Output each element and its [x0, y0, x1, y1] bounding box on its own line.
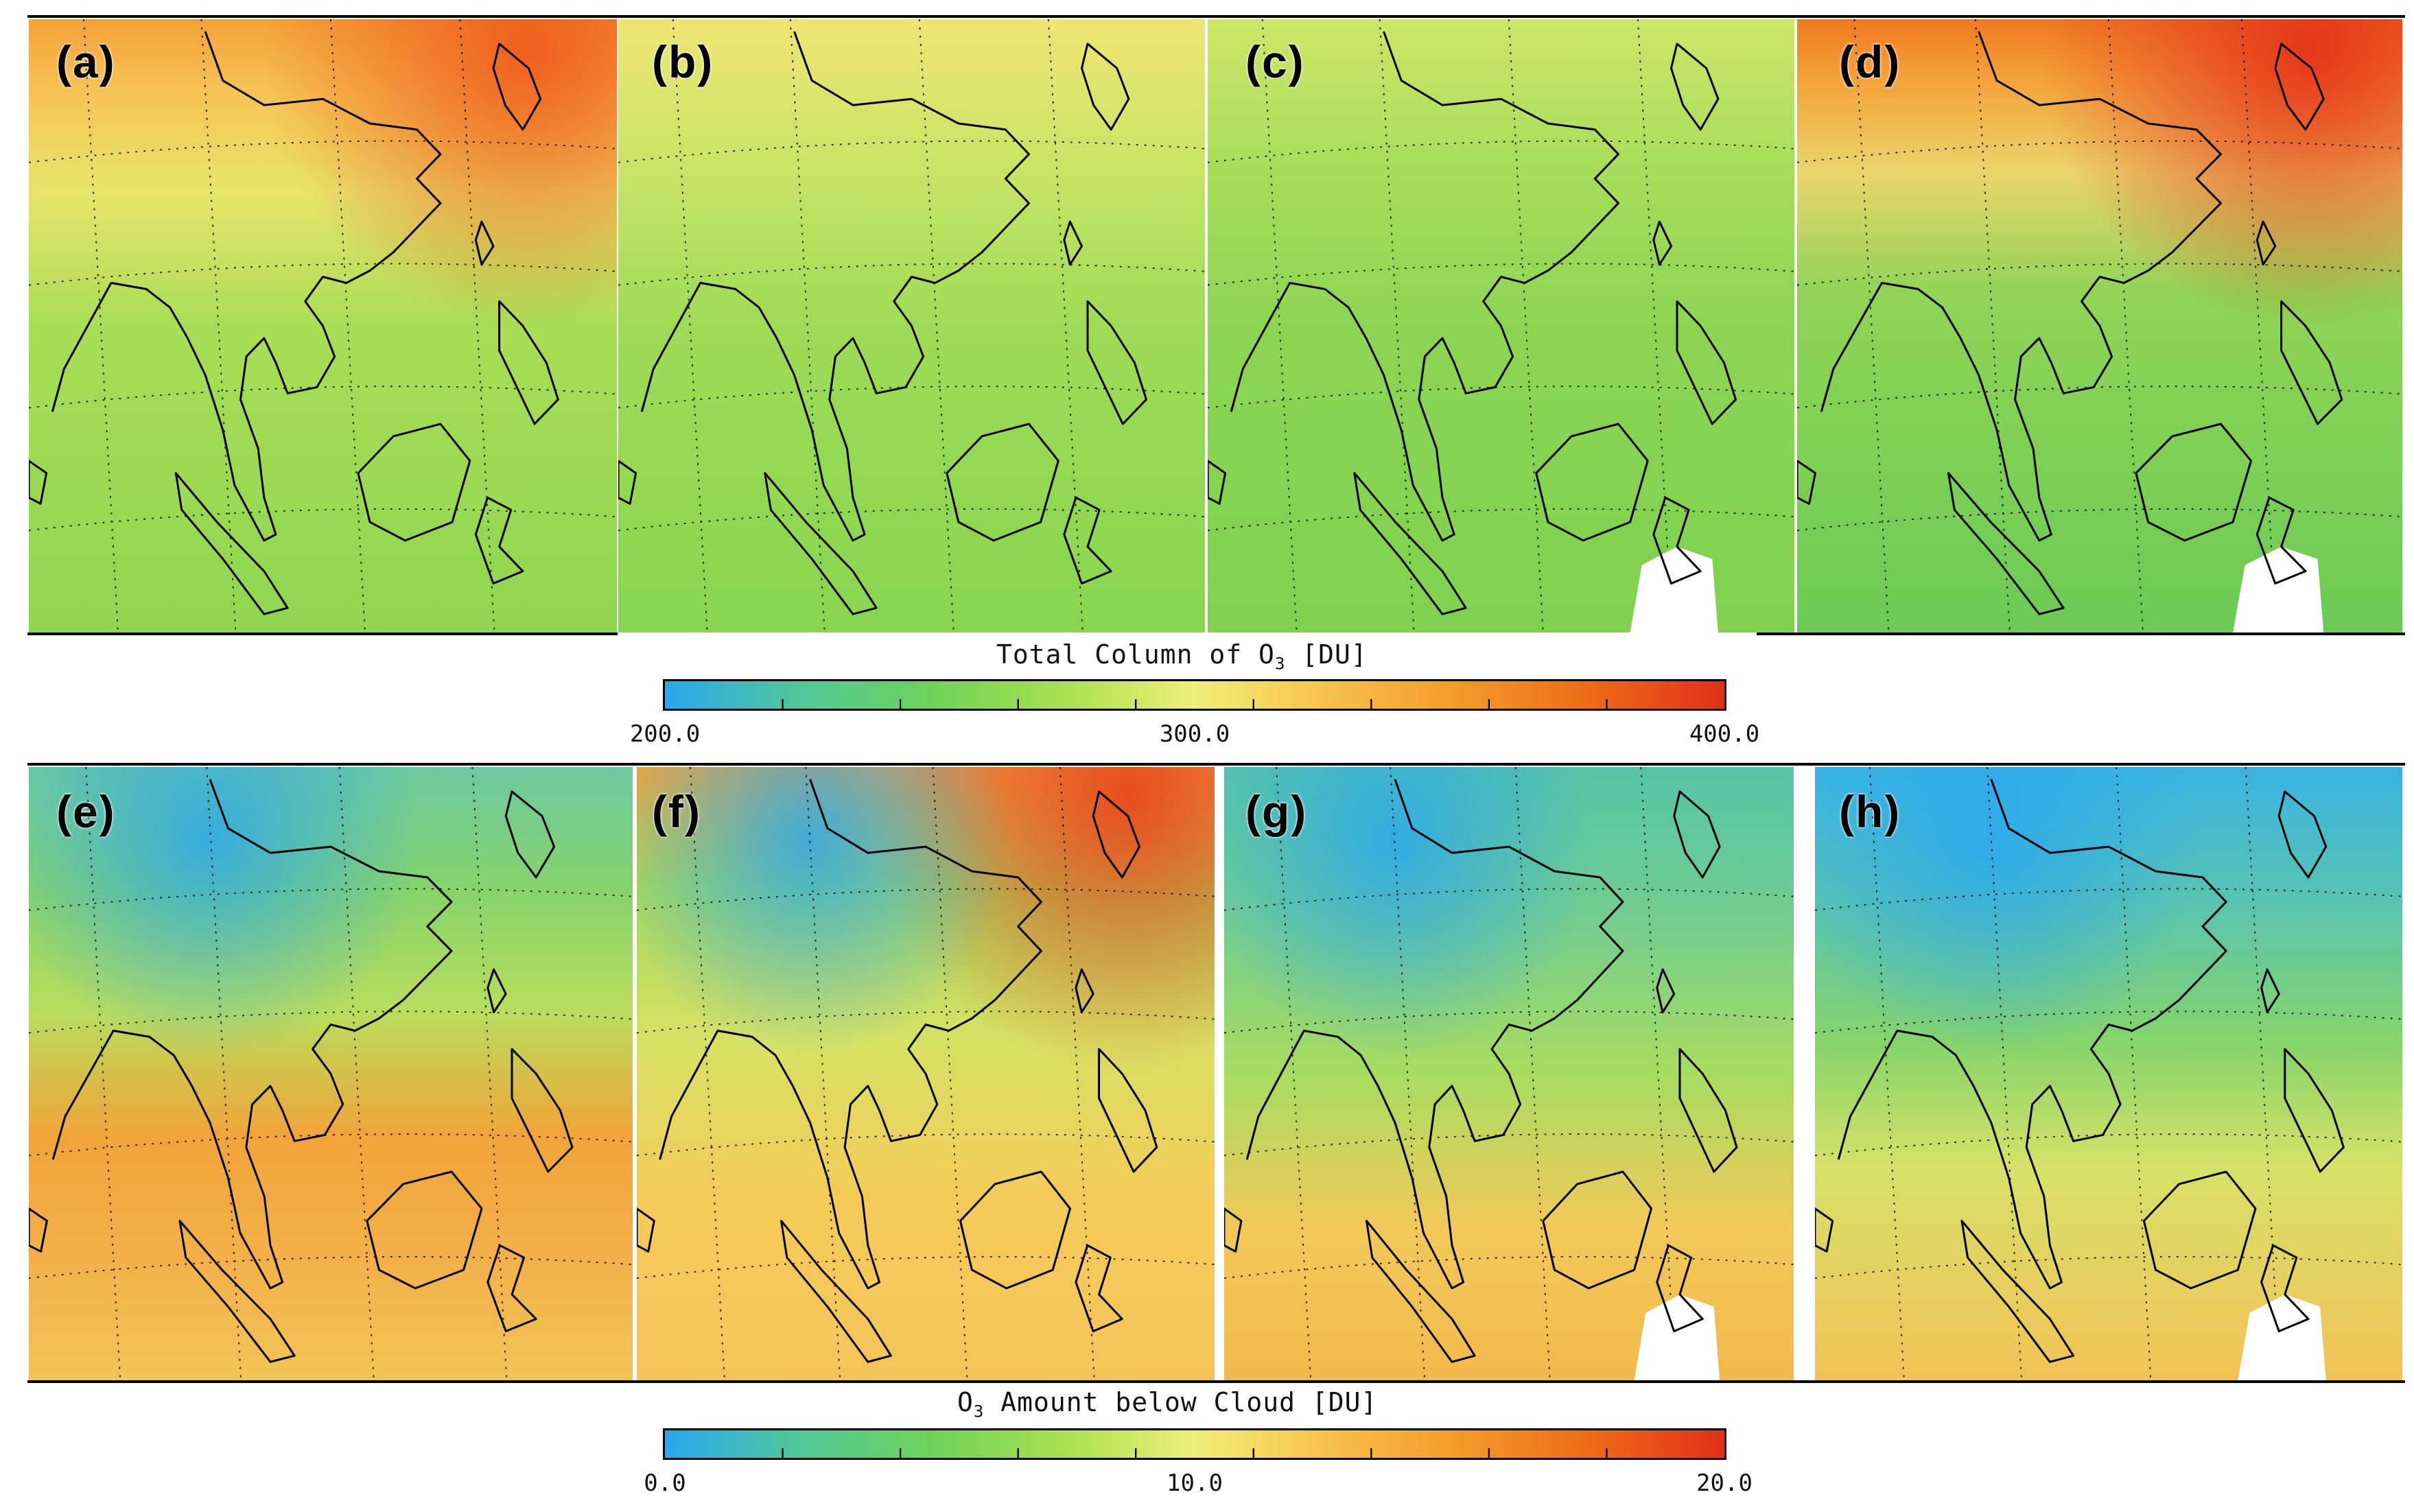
map-g-coastlines: [1224, 779, 1738, 1363]
row1-bottom-rule-left: [27, 633, 618, 635]
map-e-graticule: [29, 767, 633, 1380]
map-g-svg: [1224, 767, 1794, 1380]
map-e-coastlines: [29, 779, 574, 1363]
map-f-svg: [637, 767, 1215, 1380]
panel-c-total-ozone-map: [1208, 19, 1794, 633]
map-c-graticule: [1208, 19, 1794, 633]
map-f-coastlines: [637, 779, 1158, 1363]
map-h-graticule: [1815, 767, 2402, 1380]
colorbar-total-ozone: [663, 679, 1726, 711]
map-d-coastlines: [1797, 31, 2343, 615]
row2-bottom-rule: [27, 1380, 2405, 1383]
panel-f-ozone-below-cloud-map: [637, 767, 1215, 1380]
colorbar-below-cloud-title: O3 Amount below Cloud [DU]: [957, 1387, 1378, 1421]
row2-top-rule: [27, 763, 2405, 766]
colorbar-below-cloud-tick-mid: 10.0: [1167, 1469, 1223, 1497]
map-e-svg: [29, 767, 633, 1380]
panel-label-h: (h): [1839, 786, 1901, 837]
map-b-coastlines: [618, 31, 1147, 615]
map-c-no-data: [1630, 546, 1718, 633]
map-b-svg: [618, 19, 1205, 633]
map-h-no-data: [2238, 1294, 2326, 1380]
map-c-coastlines: [1208, 31, 1737, 615]
panel-g-ozone-below-cloud-map: [1224, 767, 1794, 1380]
row1-top-rule: [27, 15, 2405, 18]
colorbar-below-cloud-tick-max: 20.0: [1696, 1469, 1753, 1497]
colorbar-total-ozone-title: Total Column of O3 [DU]: [996, 639, 1368, 674]
panel-label-b: (b): [652, 36, 714, 87]
panel-e-ozone-below-cloud-map: [29, 767, 633, 1380]
panel-label-d: (d): [1839, 36, 1901, 87]
row1-bottom-rule-right: [1757, 633, 2405, 635]
colorbar-total-ozone-tick-mid: 300.0: [1159, 720, 1230, 748]
colorbar-total-ozone-gradient: [665, 681, 1724, 709]
map-f-graticule: [637, 767, 1215, 1380]
panel-label-f: (f): [652, 786, 701, 837]
map-b-graticule: [618, 19, 1205, 633]
panel-d-total-ozone-map: [1797, 19, 2402, 633]
map-d-graticule: [1797, 19, 2402, 633]
map-a-graticule: [29, 19, 617, 633]
map-d-svg: [1797, 19, 2402, 633]
map-g-graticule: [1224, 767, 1794, 1380]
map-g-no-data: [1634, 1294, 1720, 1380]
map-h-coastlines: [1815, 779, 2345, 1363]
colorbar-below-cloud-gradient: [665, 1430, 1724, 1458]
panel-a-total-ozone-map: [29, 19, 617, 633]
colorbar-total-ozone-tick-max: 400.0: [1689, 720, 1760, 748]
panel-label-g: (g): [1245, 786, 1308, 837]
map-d-no-data: [2233, 546, 2324, 633]
colorbar-below-cloud-tick-min: 0.0: [644, 1469, 686, 1497]
map-a-coastlines: [29, 31, 559, 615]
panel-b-total-ozone-map: [618, 19, 1205, 633]
colorbar-total-ozone-tick-min: 200.0: [629, 720, 701, 748]
panel-h-ozone-below-cloud-map: [1815, 767, 2402, 1380]
panel-label-c: (c): [1245, 36, 1305, 87]
panel-label-a: (a): [56, 36, 116, 87]
map-c-svg: [1208, 19, 1794, 633]
colorbar-below-cloud: [663, 1428, 1726, 1460]
panel-label-e: (e): [56, 786, 116, 837]
map-a-svg: [29, 19, 617, 633]
map-h-svg: [1815, 767, 2402, 1380]
